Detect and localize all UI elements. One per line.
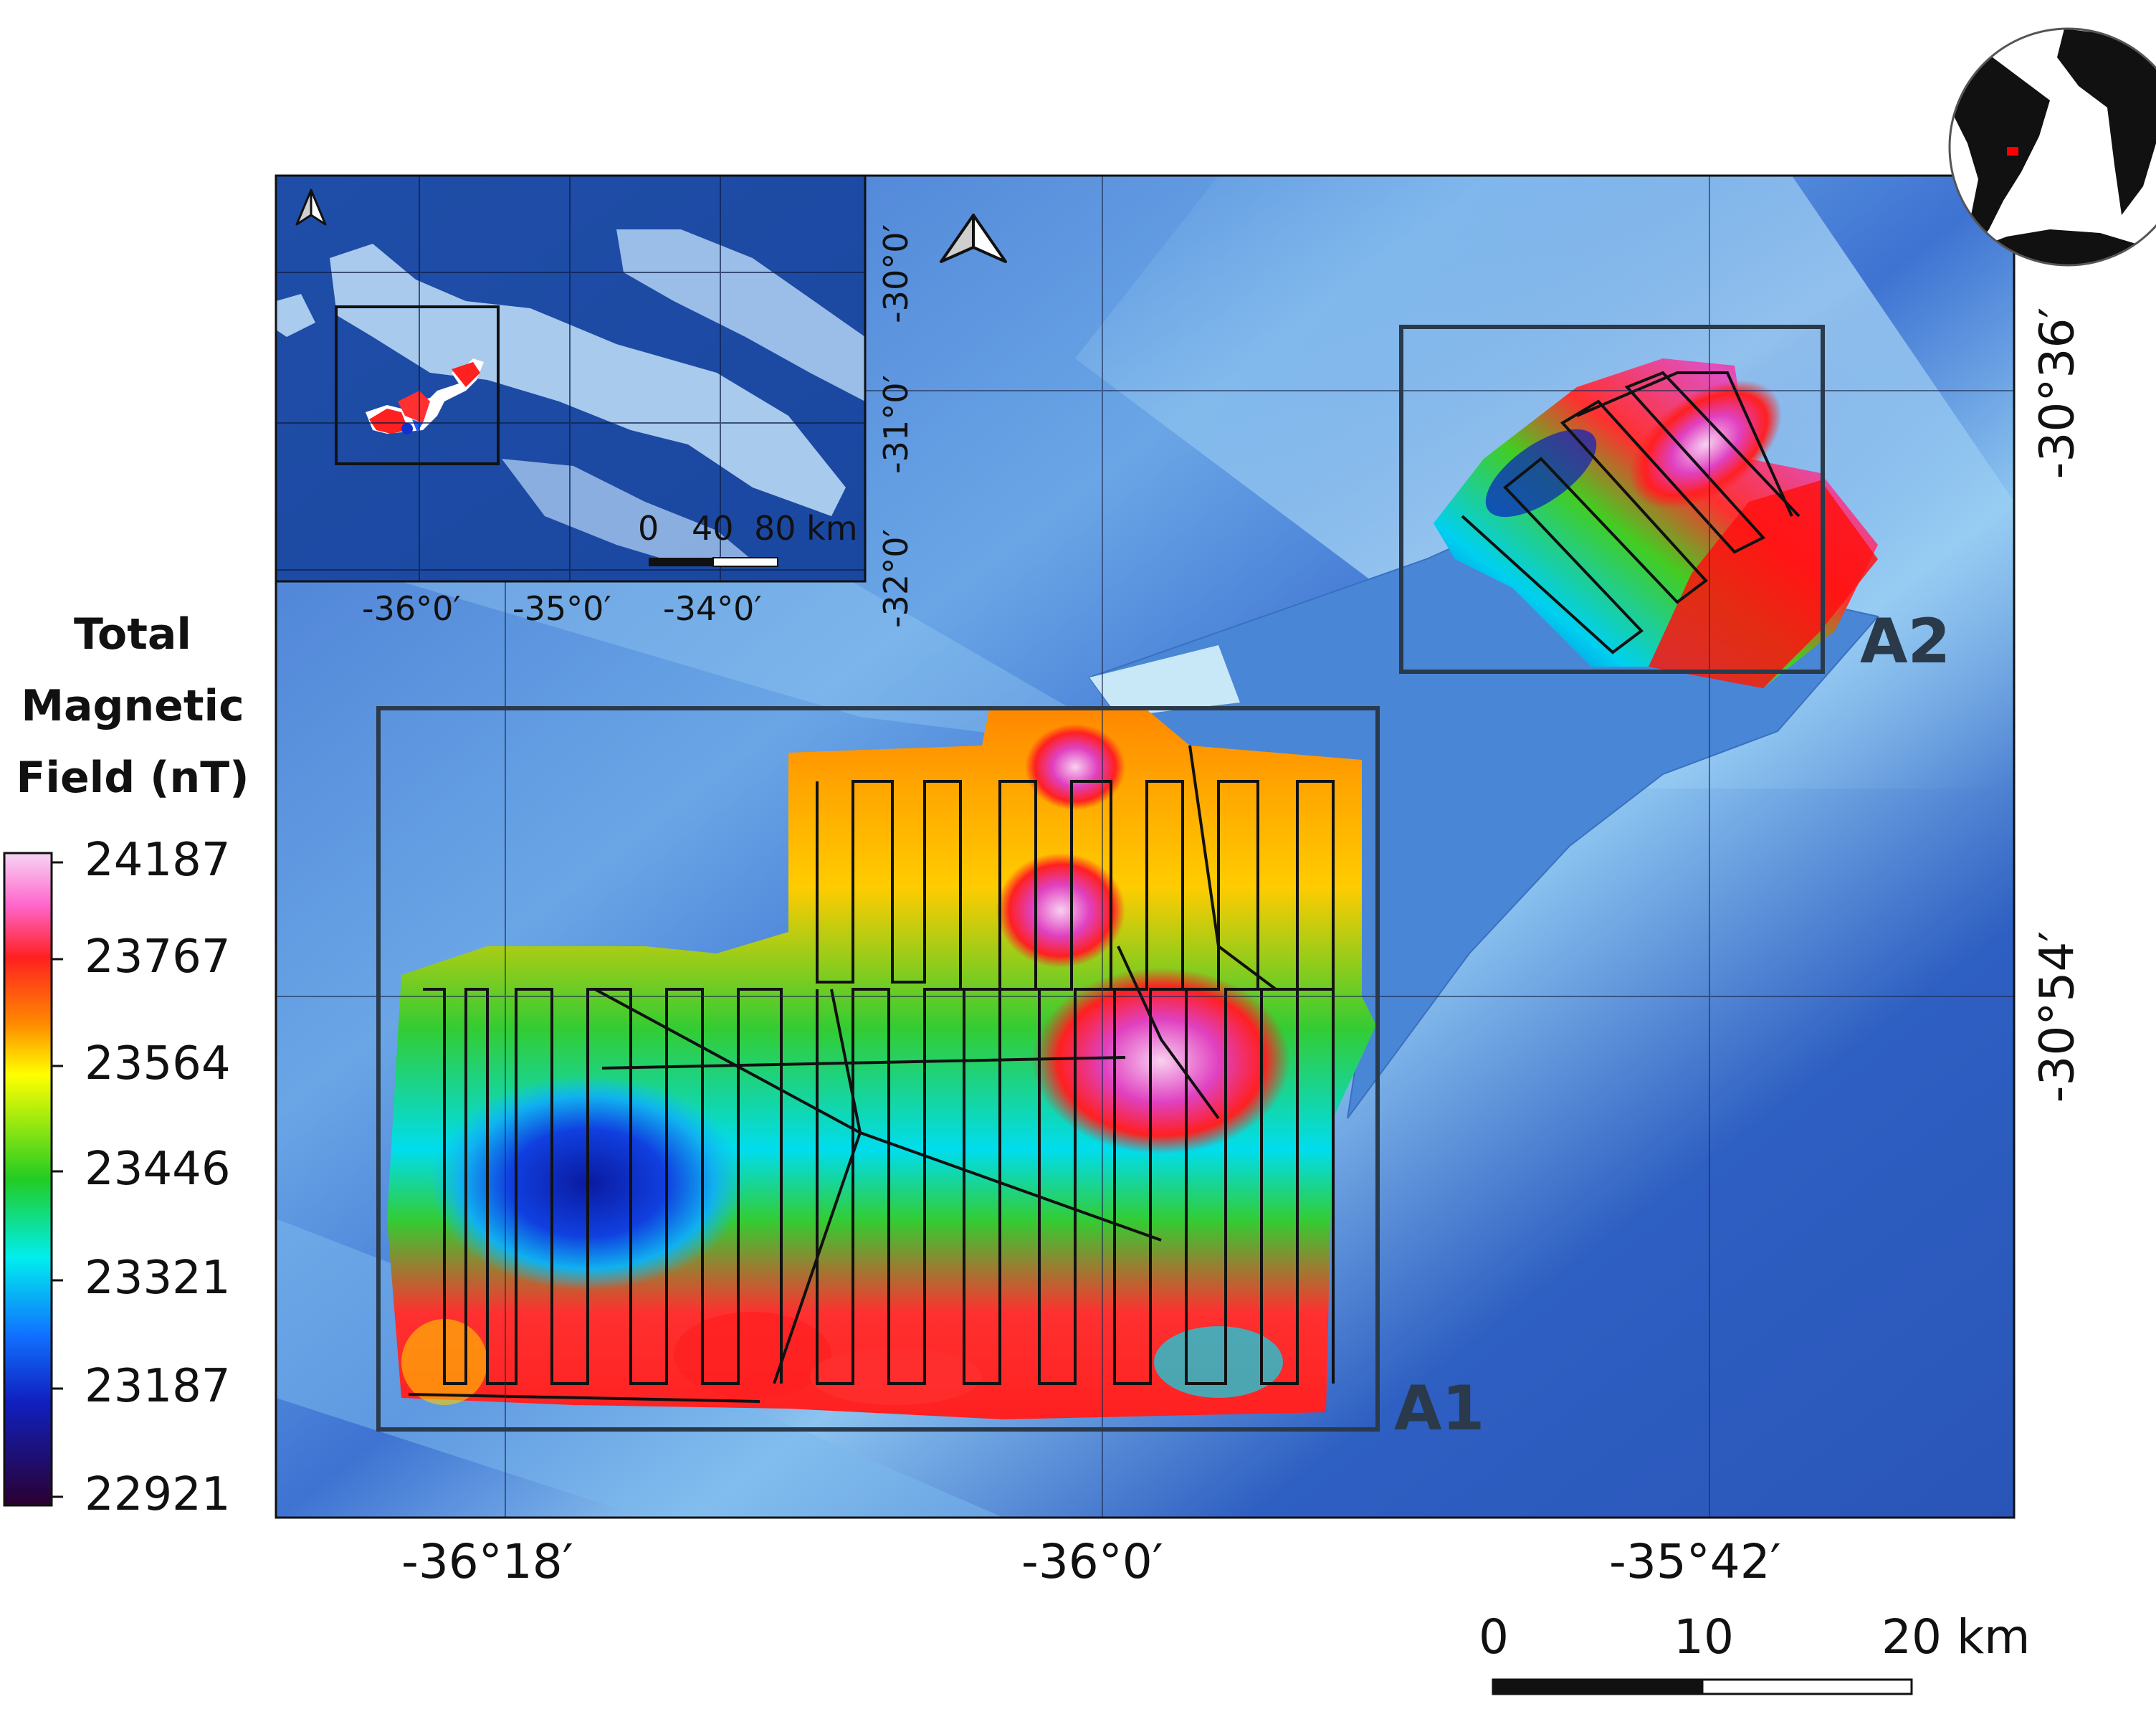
inset-scalebar	[649, 557, 778, 567]
inset-scalebar-label-0: 0	[638, 509, 659, 548]
scalebar-label-20: 20 km	[1881, 1609, 2031, 1665]
lon-label-3: -35°42′	[1609, 1534, 1781, 1589]
inset-study-box	[335, 305, 500, 465]
inset-map	[275, 174, 867, 583]
inset-frame	[275, 174, 867, 583]
inset-scalebar-label-80: 80 km	[754, 509, 858, 548]
multibeam-corridor-2	[1089, 645, 1240, 717]
inset-shallows-1	[330, 244, 846, 516]
legend-value-1: 24187	[85, 834, 231, 887]
legend-value-6: 23187	[85, 1360, 231, 1413]
inset-lat-label-1: -30°0′	[877, 224, 915, 323]
inset-magnetic-data	[366, 358, 484, 434]
legend-title: Total Magnetic Field (nT)	[0, 599, 265, 814]
lat-label-2: -30°54′	[2029, 930, 2085, 1103]
inset-lon-label-3: -34°0′	[663, 589, 762, 628]
inset-shallows-4	[276, 294, 315, 337]
a1-survey-tracks	[408, 745, 1335, 1403]
a2-survey-tracks	[1461, 371, 1800, 654]
inset-lon-label-1: -36°0′	[362, 589, 461, 628]
main-map	[276, 176, 2014, 1518]
box-a1-label: A1	[1394, 1373, 1485, 1444]
legend-value-3: 23564	[85, 1037, 231, 1090]
colorbar	[3, 852, 63, 1507]
legend-value-4: 23446	[85, 1143, 231, 1196]
legend-value-5: 23321	[85, 1252, 231, 1305]
inset-north-arrow-icon	[295, 189, 327, 226]
inset-lat-label-3: -32°0′	[877, 529, 915, 628]
lon-label-2: -36°0′	[1021, 1534, 1163, 1589]
scalebar-label-0: 0	[1479, 1609, 1509, 1665]
legend-title-line-3: Field (nT)	[16, 753, 249, 803]
box-a2-label: A2	[1860, 606, 1951, 677]
globe-study-marker	[2007, 147, 2018, 156]
main-map-frame	[275, 174, 2016, 1519]
inset-lat-label-2: -31°0′	[877, 375, 915, 474]
lat-label-1: -30°36′	[2029, 307, 2085, 480]
box-a2	[1399, 325, 1825, 674]
inset-lon-label-2: -35°0′	[512, 589, 611, 628]
globe-south-america	[1950, 50, 2050, 244]
scalebar-label-10: 10	[1674, 1609, 1734, 1665]
globe-africa	[2057, 29, 2156, 215]
inset-graticule	[276, 176, 865, 581]
legend-value-2: 23767	[85, 930, 231, 984]
box-a1	[376, 706, 1380, 1432]
lon-label-1: -36°18′	[401, 1534, 573, 1589]
legend-value-7: 22921	[85, 1468, 231, 1521]
north-arrow-icon	[940, 214, 1007, 263]
locator-globe	[1948, 27, 2156, 267]
main-scalebar	[1492, 1678, 1913, 1695]
inset-scalebar-label-40: 40	[692, 509, 734, 548]
inset-shallows-3	[502, 459, 760, 566]
legend-title-line-1: Total	[74, 609, 191, 660]
legend-title-line-2: Magnetic	[21, 681, 244, 731]
